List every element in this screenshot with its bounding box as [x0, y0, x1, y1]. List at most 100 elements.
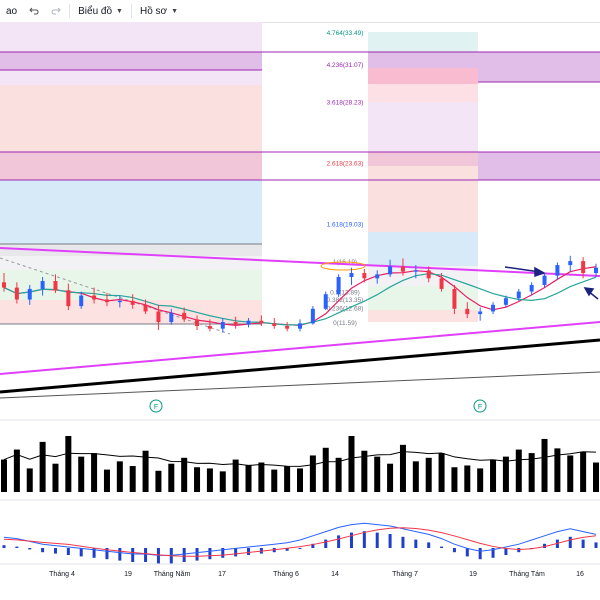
fib-level-label: 4.236(31.07)	[327, 62, 364, 69]
volume-bar	[206, 468, 213, 492]
volume-bar	[335, 457, 342, 492]
macd-bar	[478, 548, 482, 560]
volume-bar	[490, 459, 497, 492]
volume-bar	[232, 459, 239, 492]
volume-bar	[142, 450, 149, 492]
macd-bar	[375, 532, 379, 548]
redo-button[interactable]	[45, 0, 67, 22]
volume-bar	[78, 456, 85, 492]
volume-bar	[52, 463, 59, 492]
chart-canvas[interactable]: 4.764(33.49) 4.236(31.07) 3.618(28.23) 2.61…	[0, 22, 600, 600]
volume-bar	[554, 448, 561, 492]
fib-zones-right	[368, 32, 478, 322]
fib-level-labels: 4.764(33.49) 4.236(31.07) 3.618(28.23) 2.61…	[327, 30, 364, 327]
fib-level-label: 1(16.19)	[333, 259, 357, 266]
volume-bar	[1, 459, 7, 492]
fib-level-label: 0.382(13.35)	[327, 297, 364, 304]
volume-bar	[515, 449, 522, 492]
candle	[426, 266, 431, 283]
candle	[156, 304, 161, 330]
fib-level-label: 2.618(23.63)	[327, 161, 364, 168]
candle	[388, 259, 393, 277]
chart-menu-label: Biểu đồ	[78, 5, 113, 17]
candle	[478, 307, 483, 321]
time-axis-label: 14	[331, 571, 339, 578]
candle	[529, 282, 534, 296]
candle	[439, 273, 444, 292]
candle	[92, 287, 97, 304]
macd-bar	[53, 548, 57, 554]
event-marker-label: F	[154, 404, 158, 411]
macd-signal-line	[3, 527, 597, 557]
candle	[27, 284, 32, 305]
candle	[220, 318, 225, 333]
macd-bar	[195, 548, 199, 561]
macd-bar	[247, 548, 251, 555]
candle	[79, 291, 84, 309]
candle	[143, 299, 148, 315]
volume-bar	[219, 471, 226, 492]
macd-bar	[105, 548, 109, 560]
candle	[413, 265, 418, 279]
candle	[130, 294, 135, 309]
fib-lines	[0, 51, 600, 325]
cut-off-label: ao	[6, 5, 18, 17]
volume-bar	[374, 456, 381, 492]
profile-menu[interactable]: Hồ sơ ▼	[134, 0, 184, 22]
macd-bar	[311, 543, 315, 548]
volume-bar	[528, 453, 535, 492]
volume-bar	[502, 456, 509, 492]
macd-bar	[15, 546, 19, 548]
volume-bar	[387, 463, 394, 492]
volume-bar	[438, 453, 445, 492]
macd-bar	[118, 548, 122, 561]
macd-bar	[221, 548, 225, 558]
macd-bar	[66, 548, 70, 555]
fib-zones-left	[0, 22, 262, 324]
time-axis-label: Tháng Năm	[154, 571, 191, 578]
volume-bar	[245, 464, 252, 492]
fib-level-label: 1.618(19.03)	[327, 222, 364, 229]
chevron-down-icon: ▼	[116, 7, 123, 15]
volume-bar	[284, 466, 291, 492]
fib-level-label: 0.5(13.89)	[330, 290, 360, 297]
candle	[400, 258, 405, 276]
volume-bars	[1, 436, 599, 492]
macd-bar	[362, 531, 366, 548]
volume-bar	[412, 461, 419, 492]
trend-lines	[0, 247, 600, 399]
macd-bar	[414, 539, 418, 548]
candle	[298, 319, 302, 332]
toolbar-divider	[130, 4, 132, 18]
volume-bar	[309, 455, 316, 492]
time-axis-label: Tháng Tám	[509, 571, 545, 578]
candle	[491, 302, 496, 315]
candle	[323, 291, 328, 311]
candle	[336, 274, 341, 297]
candle	[349, 267, 354, 285]
macd-bar	[452, 548, 456, 553]
volume-bar	[567, 455, 574, 492]
macd-bar	[465, 548, 469, 557]
volume-bar	[451, 467, 458, 492]
macd-bar	[298, 548, 302, 549]
candle	[465, 302, 470, 319]
volume-bar	[168, 463, 175, 492]
candle	[40, 276, 45, 296]
fib-level-label: 3.618(28.23)	[327, 100, 364, 107]
candle	[207, 319, 212, 332]
candle	[272, 318, 277, 329]
macd-bar	[440, 546, 444, 548]
event-marker-1[interactable]: F	[149, 399, 163, 413]
event-marker-2[interactable]: F	[473, 399, 487, 413]
chart-menu[interactable]: Biểu đồ ▼	[72, 0, 129, 22]
fib-level-label: 4.764(33.49)	[327, 30, 364, 37]
time-axis-label: Tháng 4	[49, 571, 75, 578]
candle	[195, 315, 200, 330]
undo-button[interactable]	[23, 0, 45, 22]
cut-off-menu-item[interactable]: ao	[0, 0, 23, 22]
macd-bar	[28, 548, 32, 550]
volume-bar	[348, 436, 355, 492]
candle	[542, 273, 547, 288]
time-axis-label: Tháng 6	[273, 571, 299, 578]
